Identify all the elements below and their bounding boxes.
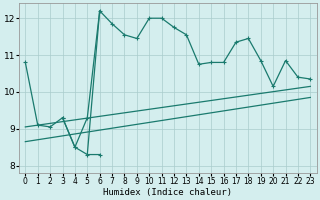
X-axis label: Humidex (Indice chaleur): Humidex (Indice chaleur) xyxy=(103,188,232,197)
